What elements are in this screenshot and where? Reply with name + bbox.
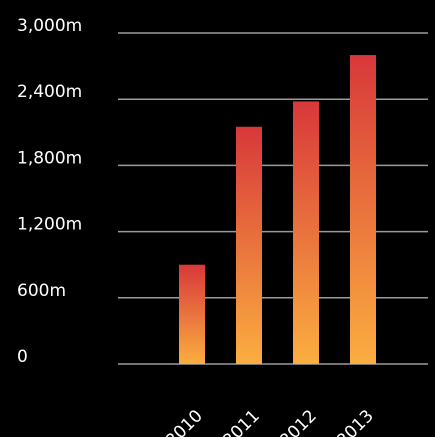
x-tick-label: 2012	[276, 406, 321, 437]
y-tick-label: 2,400m	[17, 82, 82, 102]
bar-2010	[179, 264, 205, 364]
y-tick-label: 3,000m	[17, 16, 82, 36]
y-tick-label: 0	[17, 347, 28, 367]
x-tick-label: 2010	[162, 406, 207, 437]
x-axis-tick-labels: 2010 2011 2012 2013	[162, 406, 378, 437]
bar-2013	[350, 55, 376, 365]
x-tick-label: 2013	[333, 406, 378, 437]
bars	[179, 55, 376, 365]
bar-2011	[236, 126, 262, 365]
gridlines	[118, 32, 428, 365]
y-tick-label: 1,200m	[17, 215, 82, 235]
bar-2012	[293, 101, 319, 364]
x-tick-label: 2011	[219, 406, 264, 437]
y-tick-label: 1,800m	[17, 148, 82, 168]
y-axis-tick-labels: 0 600m 1,200m 1,800m 2,400m 3,000m	[17, 16, 82, 367]
y-tick-label: 600m	[17, 281, 66, 301]
